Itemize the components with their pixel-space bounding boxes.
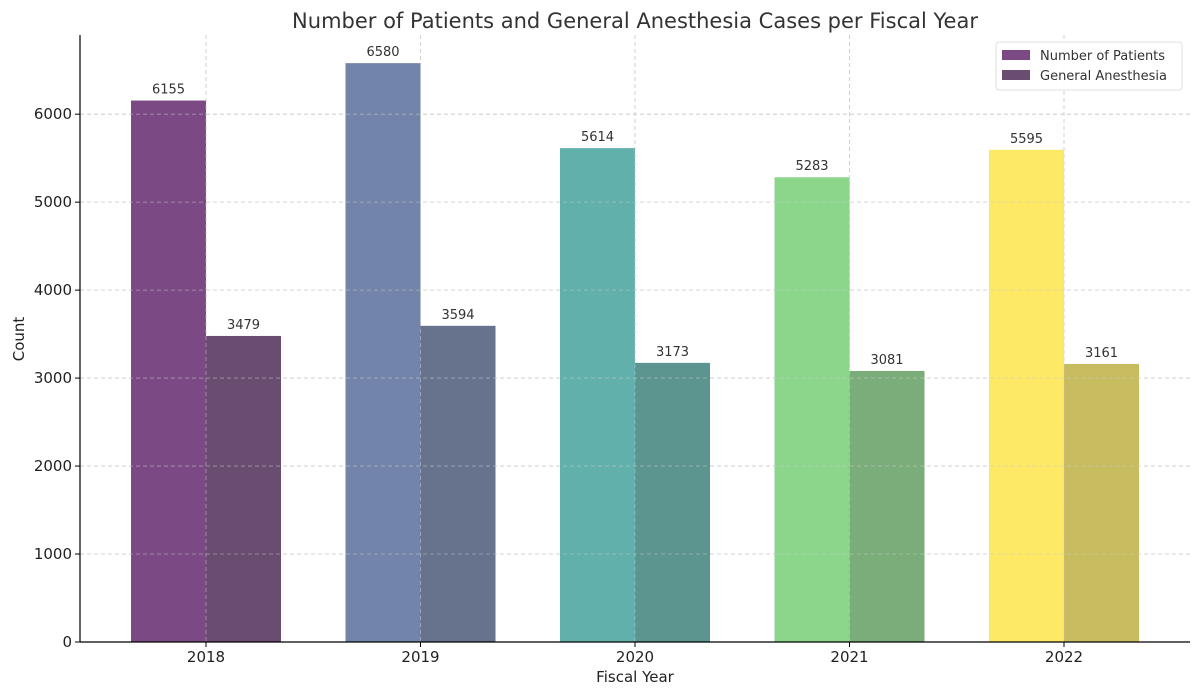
- chart-title: Number of Patients and General Anesthesi…: [292, 9, 978, 33]
- bar-patients: [560, 148, 635, 642]
- data-label: 6155: [152, 83, 185, 98]
- data-label: 5614: [581, 130, 614, 145]
- data-label: 3479: [227, 318, 260, 333]
- bar-general-anesthesia: [849, 370, 925, 642]
- bar-patients: [131, 100, 206, 643]
- bar-general-anesthesia: [206, 335, 281, 642]
- legend: Number of Patients General Anesthesia: [995, 41, 1183, 91]
- data-label: 3081: [870, 353, 903, 368]
- x-tick-label: 2019: [401, 648, 439, 666]
- y-tick-label: 5000: [34, 193, 72, 211]
- y-tick-label: 4000: [34, 281, 72, 299]
- legend-swatch: [1002, 70, 1030, 80]
- y-tick-label: 2000: [34, 457, 72, 475]
- y-tick-label: 3000: [34, 369, 72, 387]
- legend-label: General Anesthesia: [1040, 69, 1167, 84]
- data-label: 3173: [656, 345, 689, 360]
- x-tick-label: 2018: [187, 648, 225, 666]
- bar-patients: [989, 149, 1064, 642]
- y-axis-label: Count: [10, 317, 28, 362]
- x-tick-label: 2020: [616, 648, 654, 666]
- legend-swatch: [1002, 50, 1030, 60]
- bars: [131, 63, 1139, 643]
- y-tick-label: 1000: [34, 545, 72, 563]
- y-tick-label: 6000: [34, 105, 72, 123]
- legend-box: [995, 41, 1183, 91]
- bar-patients: [774, 177, 850, 642]
- bar-general-anesthesia: [1064, 363, 1139, 642]
- x-axis-label: Fiscal Year: [596, 668, 674, 686]
- y-tick-label: 0: [62, 633, 72, 651]
- data-label: 5595: [1010, 132, 1043, 147]
- data-label: 3161: [1085, 346, 1118, 361]
- data-labels: 6155 6580 5614 5283 5595 3479 3594 3173 3081 3161: [80, 35, 1190, 642]
- legend-label: Number of Patients: [1040, 49, 1165, 64]
- bar-general-anesthesia: [635, 362, 710, 642]
- axes: 0 1000 2000 3000 4000 5000 6000 2018 2019 2020 202…: [34, 35, 1190, 666]
- bar-general-anesthesia: [420, 325, 496, 642]
- x-tick-label: 2021: [830, 648, 868, 666]
- x-tick-label: 2022: [1045, 648, 1083, 666]
- data-label: 6580: [366, 45, 399, 60]
- data-label: 5283: [795, 159, 828, 174]
- data-label: 3594: [441, 308, 474, 323]
- bar-patients: [345, 63, 421, 642]
